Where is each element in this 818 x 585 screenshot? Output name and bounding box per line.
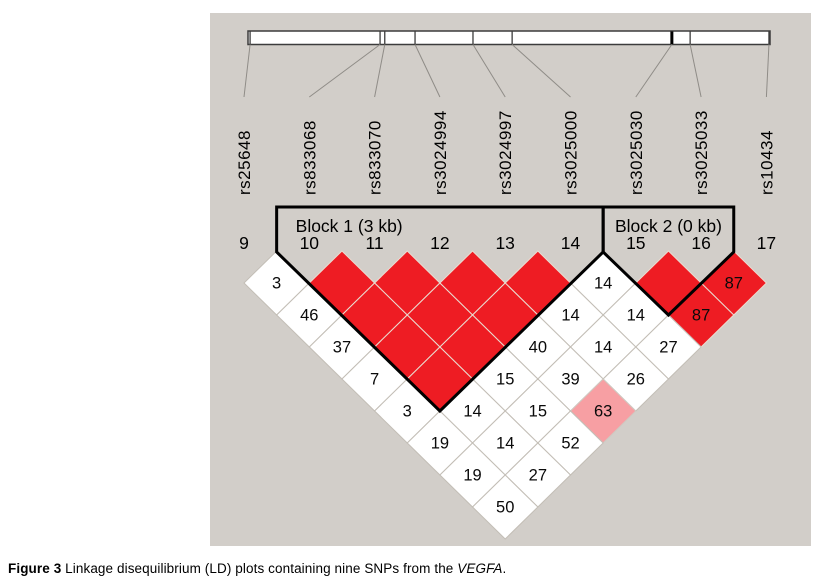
- snp-label-rs3025030: rs3025030: [627, 110, 646, 195]
- ld-cell-value: 26: [627, 371, 645, 389]
- ld-cell-value: 87: [725, 275, 743, 293]
- ld-cell-value: 3: [272, 275, 281, 293]
- snp-number-15: 15: [626, 233, 645, 253]
- ld-cell-value: 7: [370, 371, 379, 389]
- ld-cell-value: 15: [496, 371, 514, 389]
- ld-cell-value: 52: [561, 435, 579, 453]
- snp-number-12: 12: [430, 233, 449, 253]
- ld-cell-value: 40: [529, 339, 547, 357]
- ld-cell-value: 63: [594, 403, 612, 421]
- ld-cell-value: 46: [300, 307, 318, 325]
- ld-cell-value: 15: [529, 403, 547, 421]
- ld-cell-value: 19: [431, 435, 449, 453]
- block-label-1: Block 1 (3 kb): [296, 216, 403, 236]
- snp-leader-line: [414, 44, 441, 98]
- figure-caption-text: Linkage disequilibrium (LD) plots contai…: [61, 561, 458, 576]
- ld-cell-value: 14: [463, 403, 481, 421]
- snp-label-rs10434: rs10434: [757, 130, 776, 195]
- ld-cell-value: 14: [496, 435, 514, 453]
- snp-label-rs833068: rs833068: [300, 120, 319, 195]
- snp-leader-line: [511, 44, 571, 98]
- ld-cell-value: 14: [627, 307, 645, 325]
- snp-leader-line: [689, 44, 702, 98]
- block-outline-1: [275, 205, 605, 414]
- chromosome-bar: [247, 30, 771, 46]
- snp-leader-line: [374, 44, 386, 98]
- snp-label-rs3025000: rs3025000: [562, 110, 581, 195]
- figure-caption-period: .: [502, 561, 507, 576]
- ld-cell-value: 14: [594, 275, 612, 293]
- ld-cell-value: 37: [333, 339, 351, 357]
- ld-cell-value: 3: [403, 403, 412, 421]
- snp-number-16: 16: [691, 233, 710, 253]
- ld-cell-value: 14: [561, 307, 579, 325]
- block-label-2: Block 2 (0 kb): [615, 216, 722, 236]
- ld-cell-9-17: [471, 474, 539, 540]
- ld-cell-value: 87: [692, 307, 710, 325]
- figure-caption: Figure 3 Linkage disequilibrium (LD) plo…: [8, 561, 648, 576]
- ld-cell-value: 27: [529, 467, 547, 485]
- snp-number-9: 9: [239, 233, 249, 253]
- snp-leader-line: [472, 44, 506, 98]
- snp-number-13: 13: [495, 233, 514, 253]
- snp-label-rs833070: rs833070: [366, 120, 385, 195]
- snp-number-17: 17: [757, 233, 776, 253]
- ld-cell-value: 27: [659, 339, 677, 357]
- snp-number-10: 10: [300, 233, 320, 253]
- snp-leader-line: [309, 44, 381, 98]
- ld-cell-value: 39: [561, 371, 579, 389]
- block-outline-2: [601, 205, 736, 318]
- ld-cell-value: 14: [594, 339, 612, 357]
- snp-leader-line: [243, 44, 251, 98]
- snp-label-rs3024997: rs3024997: [496, 110, 515, 195]
- snp-label-rs3025033: rs3025033: [692, 110, 711, 195]
- snp-label-rs3024994: rs3024994: [431, 110, 450, 195]
- snp-leader-line: [765, 44, 770, 98]
- snp-number-14: 14: [561, 233, 581, 253]
- snp-label-rs25648: rs25648: [235, 130, 254, 195]
- figure-caption-label: Figure 3: [8, 561, 62, 576]
- figure-caption-gene: VEGFA: [457, 561, 503, 576]
- ld-cell-value: 19: [463, 467, 481, 485]
- snp-leader-line: [635, 44, 673, 98]
- ld-cell-value: 50: [496, 499, 514, 517]
- snp-number-11: 11: [366, 233, 384, 253]
